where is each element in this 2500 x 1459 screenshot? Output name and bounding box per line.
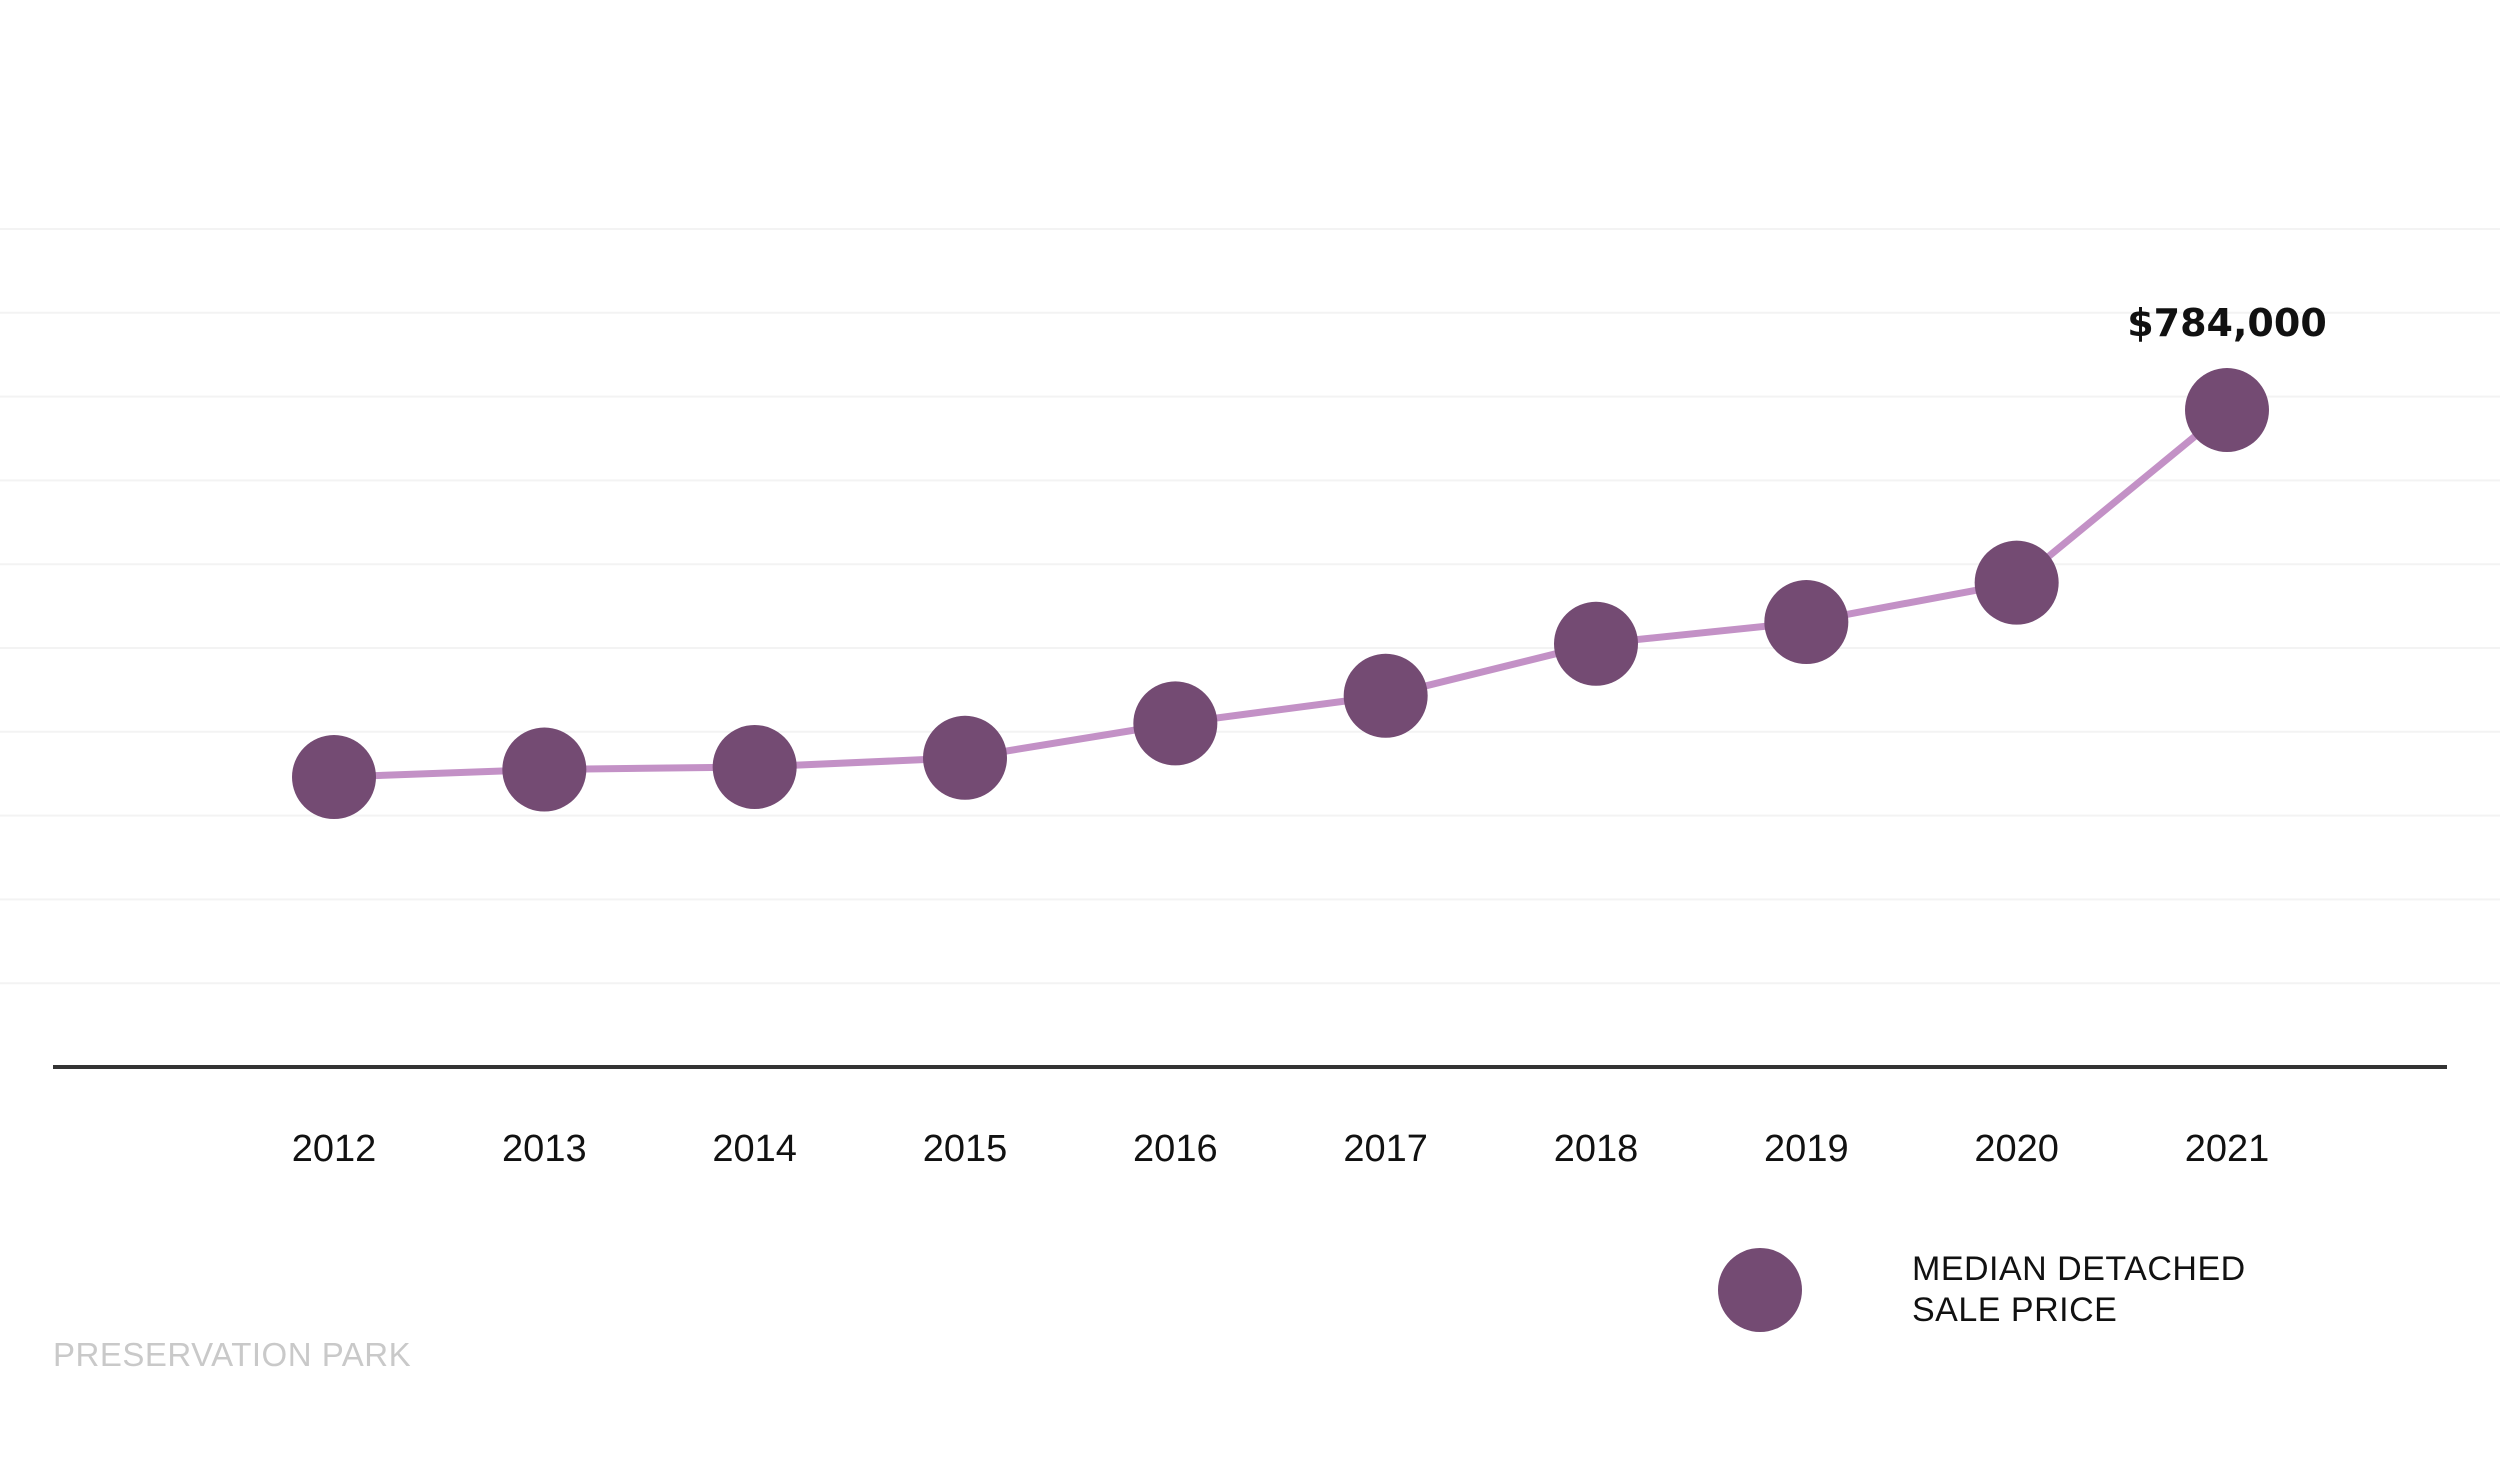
gridlines	[0, 228, 2500, 985]
x-tick-label: 2017	[1343, 1128, 1428, 1170]
data-point-marker	[1974, 540, 2059, 625]
data-point-marker	[923, 715, 1007, 800]
data-label: $784,000	[2127, 301, 2327, 345]
x-tick-label: 2014	[712, 1128, 797, 1170]
data-point-marker	[2185, 368, 2269, 453]
legend-label-line-2: SALE PRICE	[1912, 1291, 2118, 1329]
legend-marker-icon	[1718, 1248, 1802, 1332]
series-markers	[292, 368, 2269, 820]
x-axis-tick-labels: 2012 2013 2014 2015 2016 2017 2018 2019 2020 2021	[292, 1128, 2270, 1170]
data-point-marker	[712, 724, 797, 809]
data-point-marker	[1343, 653, 1428, 738]
x-tick-label: 2015	[923, 1128, 1008, 1170]
legend-label-line-1: MEDIAN DETACHED	[1912, 1250, 2246, 1288]
x-tick-label: 2021	[2185, 1128, 2270, 1170]
data-point-marker	[1554, 601, 1638, 686]
x-tick-label: 2018	[1554, 1128, 1639, 1170]
data-point-marker	[502, 727, 587, 812]
x-tick-label: 2013	[502, 1128, 587, 1170]
x-tick-label: 2019	[1764, 1128, 1849, 1170]
x-tick-label: 2016	[1133, 1128, 1218, 1170]
x-tick-label: 2012	[292, 1128, 377, 1170]
data-point-marker	[292, 735, 376, 820]
watermark: PRESERVATION PARK	[53, 1336, 412, 1373]
legend-label: MEDIAN DETACHED SALE PRICE	[1912, 1249, 2292, 1331]
data-labels: $784,000	[2127, 301, 2327, 345]
series-line	[330, 406, 2231, 781]
legend: MEDIAN DETACHED SALE PRICE	[1718, 1248, 2292, 1332]
data-point-marker	[1764, 580, 1849, 665]
x-tick-label: 2020	[1974, 1128, 2059, 1170]
data-point-marker	[1133, 681, 1218, 766]
